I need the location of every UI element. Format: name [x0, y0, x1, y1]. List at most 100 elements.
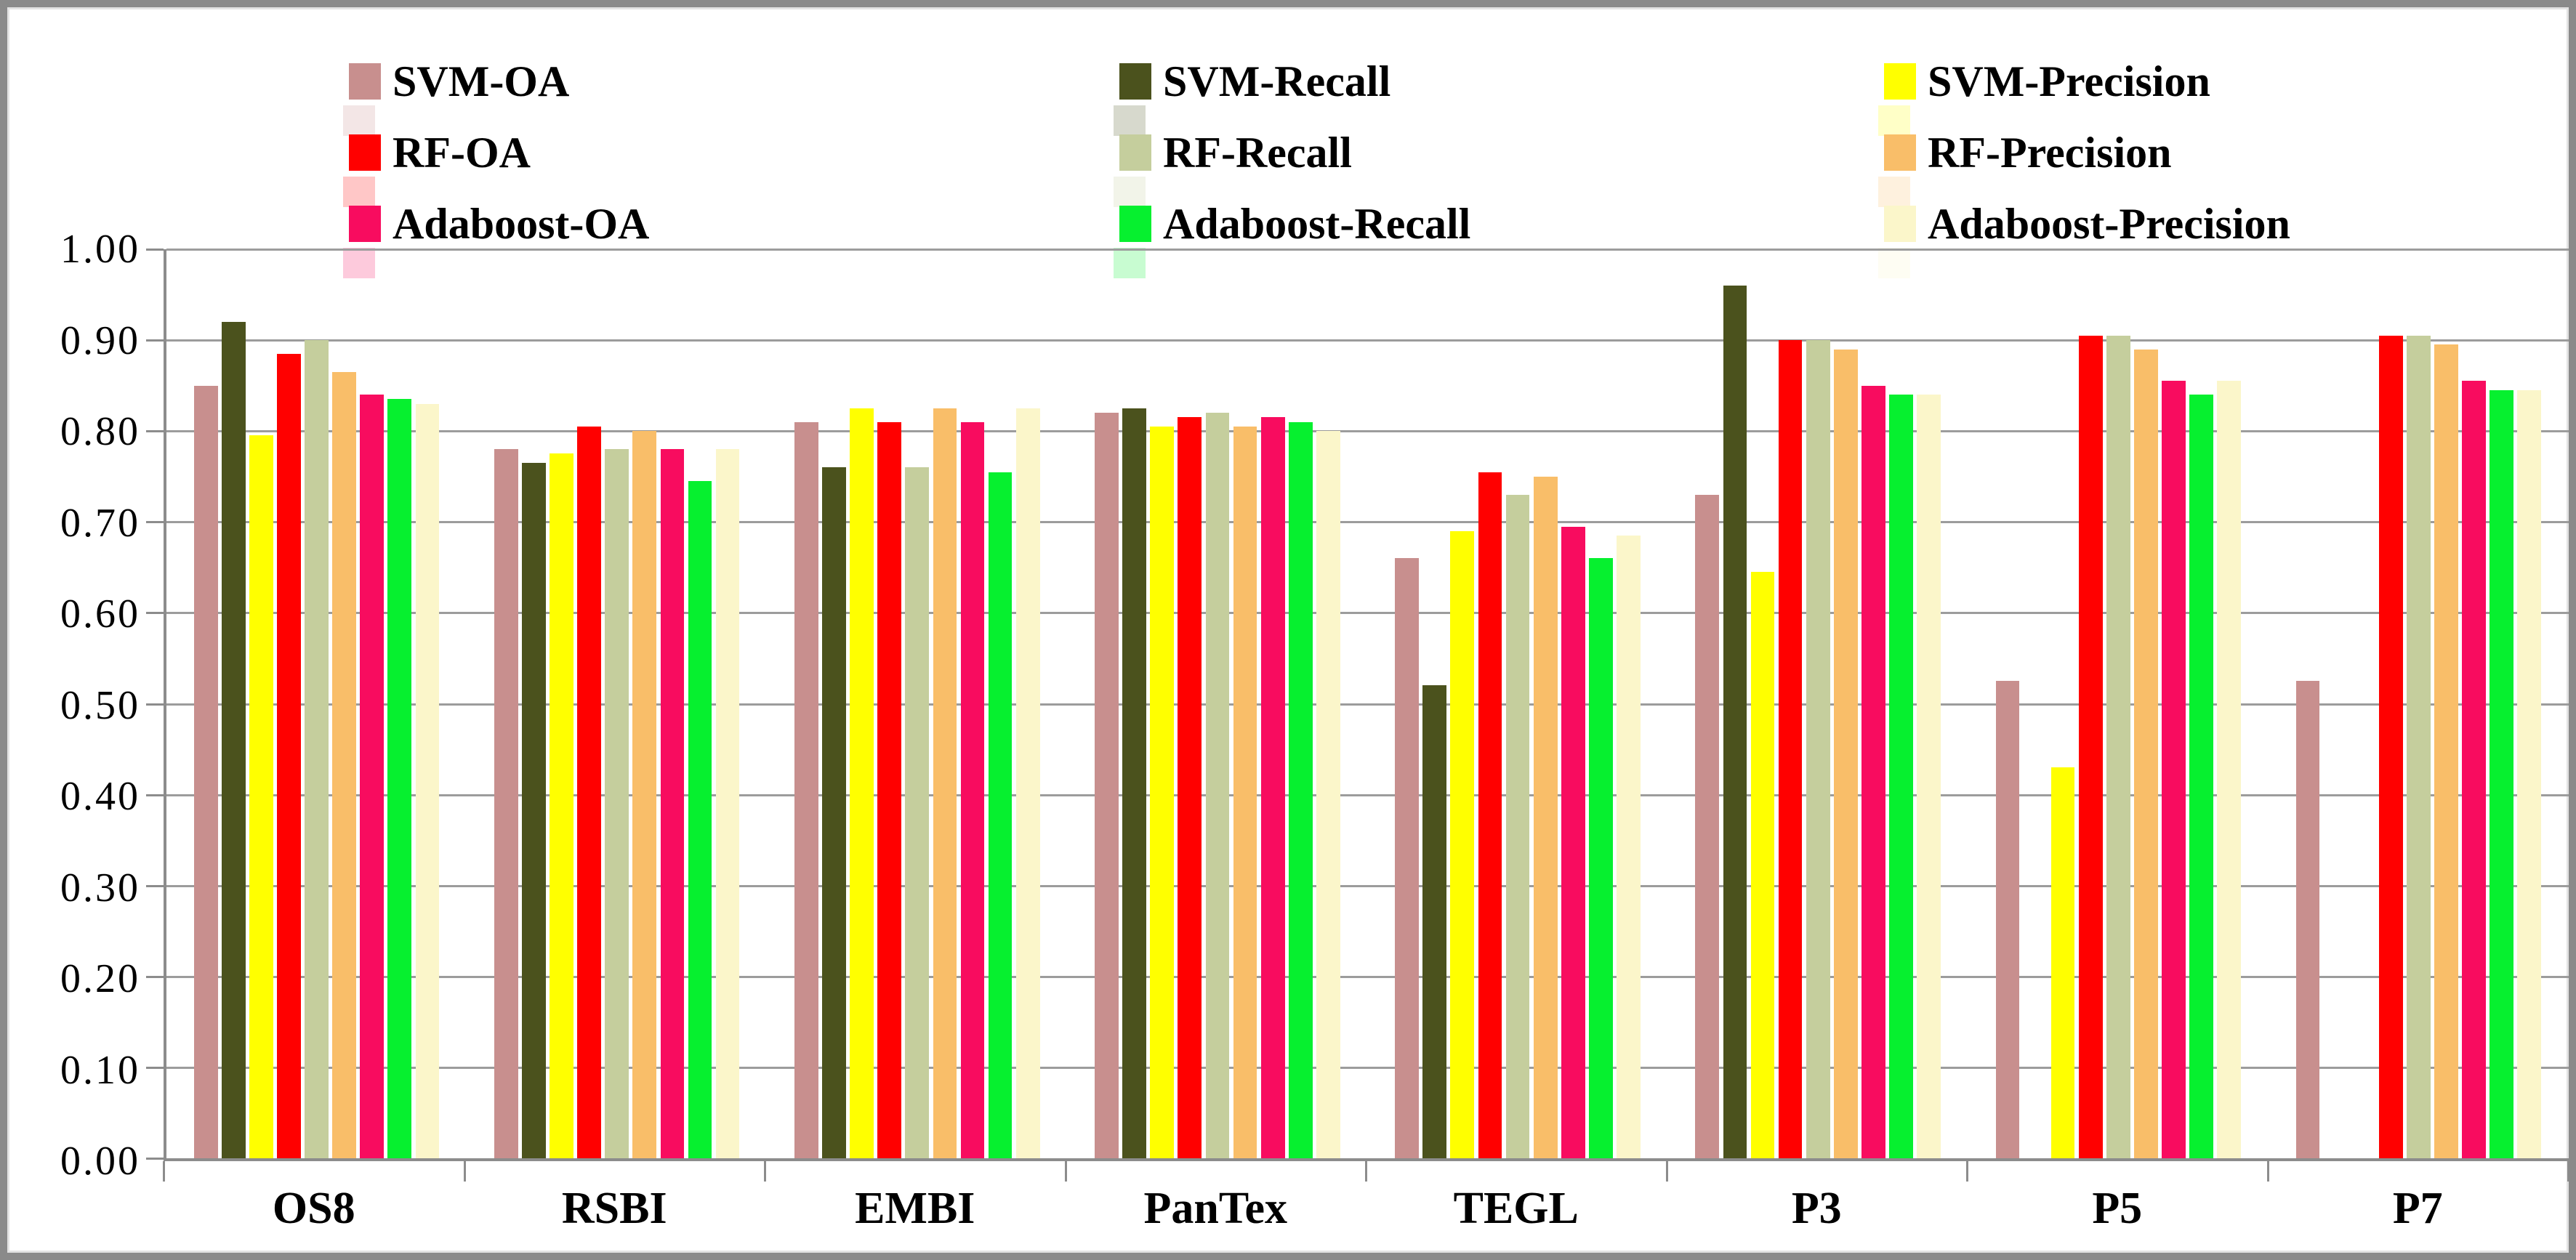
bar-rf-oa-embi: [877, 421, 902, 1158]
legend-swatch-icon-adaboost-precision: [1878, 206, 1916, 278]
bar-rf-precision-p5: [2134, 349, 2158, 1158]
x-category-label-p3: P3: [1791, 1184, 1842, 1233]
bar-svm-precision-p5: [2050, 767, 2075, 1158]
bar-svm-recall-os8: [221, 322, 246, 1158]
bar-svm-recall-pantex: [1122, 408, 1146, 1158]
legend-item-adaboost-precision: Adaboost-Precision: [1878, 198, 2290, 278]
bar-svm-recall-tegl: [1422, 685, 1447, 1158]
y-tick-label-0.00: 0.00: [60, 1139, 140, 1184]
bar-adaboost-oa-os8: [360, 395, 385, 1158]
y-tick-0.10: [146, 1066, 164, 1069]
legend-swatch-icon-svm-precision: [1878, 63, 1916, 136]
x-tick-3: [1064, 1161, 1067, 1182]
y-tick-0.80: [146, 430, 164, 433]
legend-item-svm-oa: SVM-OA: [343, 55, 570, 136]
legend-item-svm-recall: SVM-Recall: [1114, 55, 1390, 136]
y-tick-label-0.80: 0.80: [60, 409, 140, 454]
bar-adaboost-precision-p7: [2517, 389, 2542, 1158]
legend-label-svm-precision: SVM-Precision: [1928, 57, 2210, 105]
bar-rf-recall-p3: [1806, 340, 1830, 1158]
y-tick-1.00: [146, 249, 164, 251]
y-tick-label-0.20: 0.20: [60, 956, 140, 1001]
gridline-1.00: [166, 249, 2569, 251]
bar-rf-recall-pantex: [1205, 413, 1230, 1158]
x-category-label-rsbi: RSBI: [561, 1184, 667, 1233]
x-axis-ticks: [163, 1161, 2569, 1182]
plot-area: [164, 249, 2569, 1161]
bar-adaboost-recall-p7: [2490, 389, 2514, 1158]
legend-label-adaboost-oa: Adaboost-OA: [393, 199, 650, 248]
y-tick-0.30: [146, 884, 164, 887]
x-tick-5: [1665, 1161, 1668, 1182]
legend-item-rf-oa: RF-OA: [343, 126, 531, 207]
bar-adaboost-recall-p5: [2189, 395, 2213, 1158]
x-category-label-p5: P5: [2092, 1184, 2143, 1233]
y-tick-label-0.70: 0.70: [60, 500, 140, 546]
x-tick-1: [463, 1161, 466, 1182]
y-tick-0.20: [146, 975, 164, 978]
bar-rf-recall-os8: [305, 340, 329, 1158]
legend-label-rf-precision: RF-Precision: [1928, 128, 2172, 177]
x-tick-8: [2567, 1161, 2569, 1182]
x-axis-labels: OS8 RSBI EMBI PanTex TEGL P3 P5 P7: [164, 1183, 2568, 1248]
gridline-0.60: [166, 612, 2569, 615]
legend-swatch-icon-svm-oa: [343, 63, 381, 136]
y-axis-labels: 0.00 0.10 0.20 0.30 0.40 0.50 0.60 0.70 0.80 0.90…: [7, 227, 140, 1184]
y-tick-0.60: [146, 612, 164, 615]
bar-rf-oa-p5: [2078, 335, 2103, 1158]
y-tick-label-0.90: 0.90: [60, 318, 140, 363]
bar-adaboost-precision-p3: [1917, 395, 1941, 1158]
bar-adaboost-oa-tegl: [1561, 526, 1585, 1158]
bar-adaboost-recall-rsbi: [688, 481, 712, 1158]
bar-rf-recall-embi: [905, 467, 930, 1158]
bar-adaboost-precision-pantex: [1316, 431, 1340, 1158]
x-tick-4: [1365, 1161, 1367, 1182]
x-category-label-embi: EMBI: [855, 1184, 975, 1233]
bar-svm-precision-os8: [249, 435, 273, 1158]
bar-adaboost-recall-pantex: [1288, 421, 1313, 1158]
bar-rf-precision-rsbi: [632, 431, 657, 1158]
x-tick-7: [2266, 1161, 2269, 1182]
legend-label-rf-oa: RF-OA: [393, 128, 531, 177]
y-tick-label-0.10: 0.10: [60, 1047, 140, 1093]
bar-adaboost-precision-p5: [2217, 381, 2242, 1158]
legend-item-adaboost-recall: Adaboost-Recall: [1114, 198, 1471, 278]
bar-svm-oa-p5: [1995, 681, 2020, 1158]
bar-adaboost-oa-rsbi: [660, 449, 685, 1158]
bar-svm-precision-pantex: [1150, 426, 1175, 1158]
bar-svm-recall-embi: [822, 467, 846, 1158]
bar-svm-oa-pantex: [1095, 413, 1119, 1158]
bar-adaboost-oa-pantex: [1260, 417, 1285, 1158]
legend-label-svm-oa: SVM-OA: [393, 57, 570, 105]
x-category-label-tegl: TEGL: [1453, 1184, 1579, 1233]
bar-adaboost-oa-p7: [2462, 381, 2486, 1158]
legend-swatch-icon-svm-recall: [1114, 63, 1151, 136]
bar-rf-recall-rsbi: [605, 449, 629, 1158]
legend-label-adaboost-recall: Adaboost-Recall: [1163, 199, 1471, 248]
bar-rf-oa-os8: [277, 353, 301, 1158]
legend-item-adaboost-oa: Adaboost-OA: [343, 198, 650, 278]
bar-adaboost-recall-p3: [1889, 395, 1913, 1158]
bar-rf-oa-p7: [2378, 335, 2403, 1158]
legend-item-svm-precision: SVM-Precision: [1878, 55, 2210, 136]
bar-svm-oa-tegl: [1395, 558, 1420, 1158]
gridline-0.40: [166, 793, 2569, 796]
bar-adaboost-recall-embi: [988, 472, 1013, 1158]
gridline-0.20: [166, 975, 2569, 978]
y-tick-0.50: [146, 703, 164, 706]
bar-rf-precision-p3: [1833, 349, 1858, 1158]
bar-svm-recall-p3: [1723, 286, 1747, 1158]
bar-rf-precision-os8: [332, 371, 357, 1158]
bar-svm-precision-p3: [1750, 572, 1775, 1158]
bar-adaboost-oa-p5: [2162, 381, 2186, 1158]
legend-label-adaboost-precision: Adaboost-Precision: [1928, 199, 2290, 248]
y-tick-label-1.00: 1.00: [60, 227, 140, 272]
gridline-0.30: [166, 884, 2569, 887]
legend-swatch-icon-rf-precision: [1878, 134, 1916, 207]
y-axis-ticks: [146, 249, 164, 1160]
bar-svm-precision-rsbi: [550, 453, 573, 1158]
bar-rf-precision-pantex: [1233, 426, 1257, 1158]
bar-adaboost-precision-os8: [415, 403, 440, 1158]
y-tick-0.90: [146, 339, 164, 342]
